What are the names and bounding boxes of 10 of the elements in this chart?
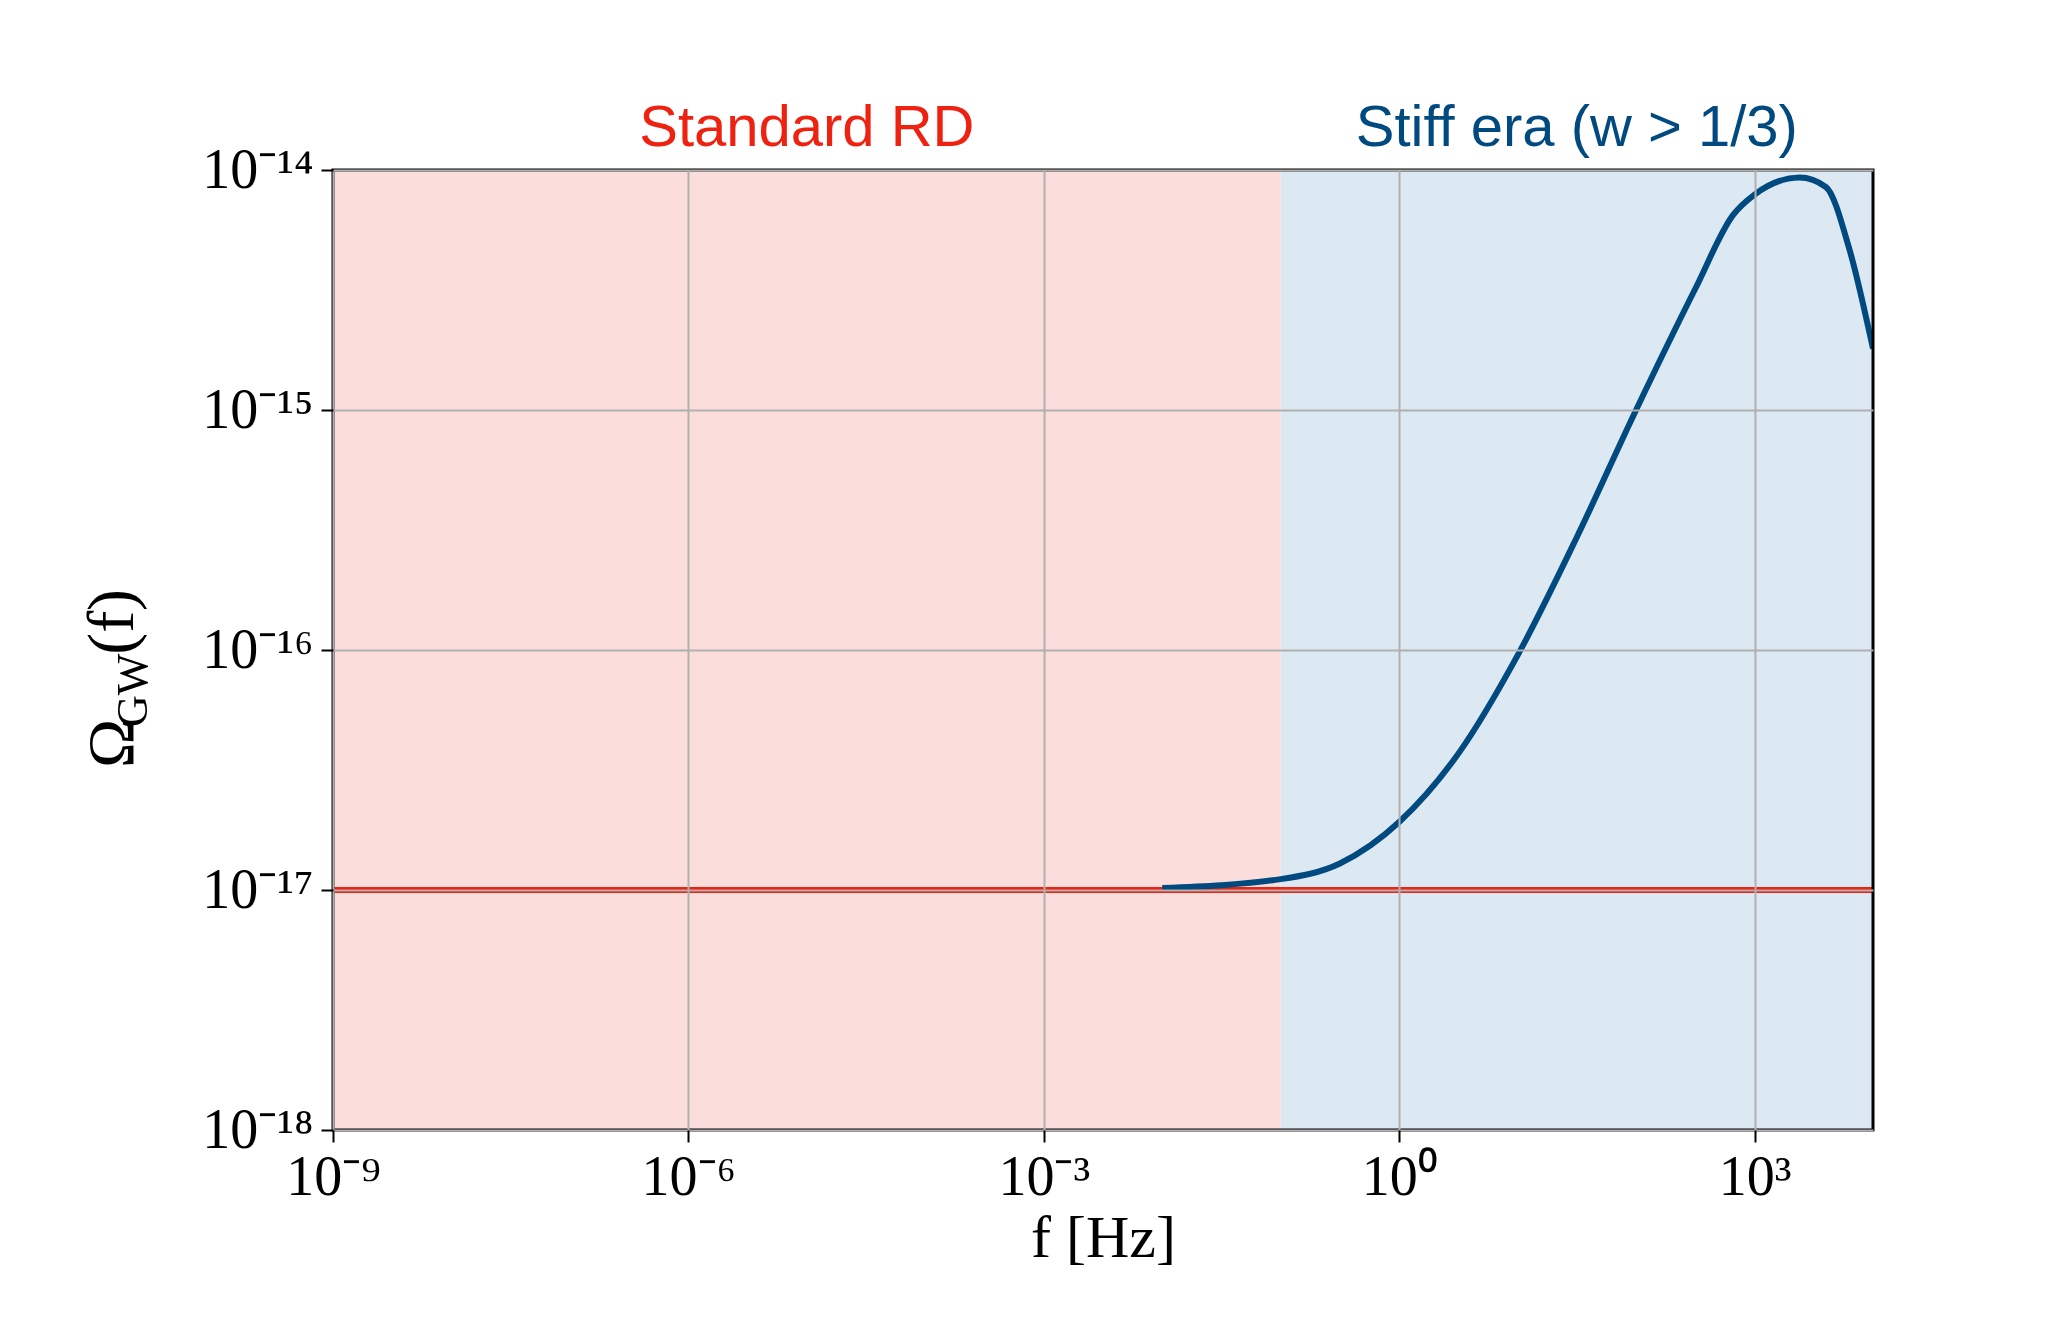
x-tick-label: 10³ (1718, 1144, 1792, 1207)
y-tick-label: 10⁻¹⁵ (202, 377, 314, 440)
y-tick-label: 10⁻¹⁴ (202, 137, 314, 200)
y-tick-label: 10⁻¹⁷ (202, 857, 314, 920)
band-label: Stiff era (w > 1/3) (1355, 93, 1798, 158)
y-tick-label: 10⁻¹⁶ (202, 617, 314, 680)
y-axis-title: ΩGW(f) (74, 588, 157, 768)
band-label: Standard RD (639, 93, 975, 158)
x-tick-label: 10⁻⁶ (641, 1144, 737, 1207)
x-tick-label: 10⁰ (1361, 1144, 1438, 1207)
